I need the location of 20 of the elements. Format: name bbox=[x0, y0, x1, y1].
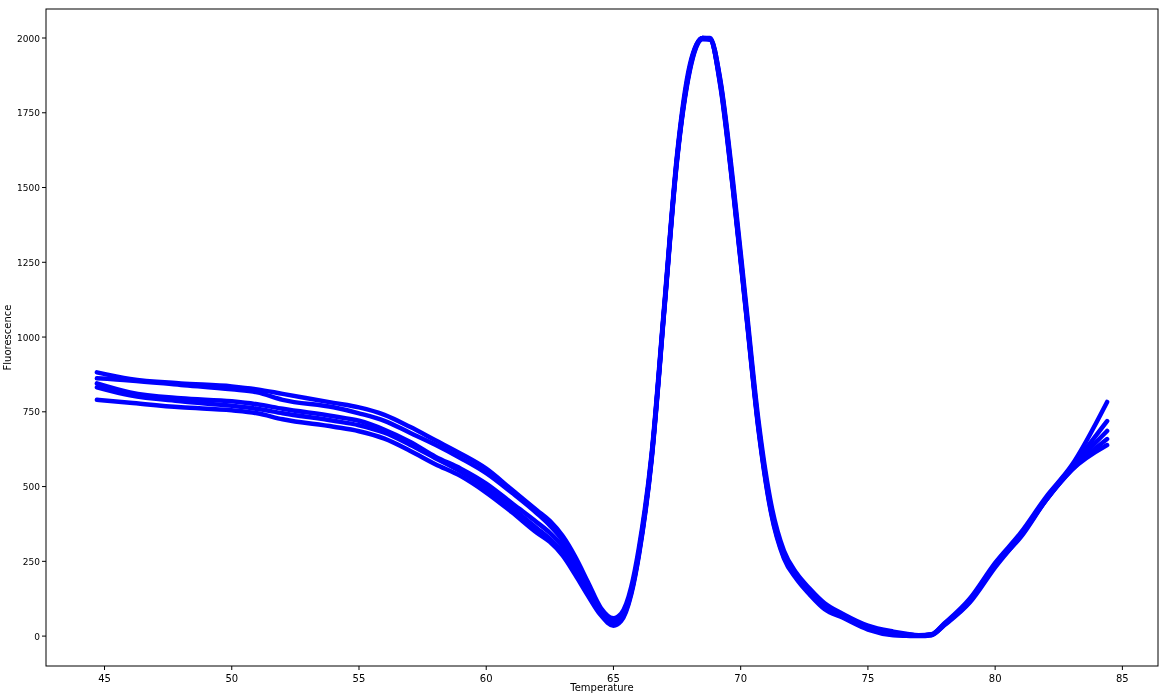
y-tick-label: 1500 bbox=[17, 183, 41, 194]
x-tick-label: 80 bbox=[988, 673, 1002, 684]
x-tick-label: 70 bbox=[734, 673, 748, 684]
y-tick-label: 0 bbox=[34, 631, 41, 642]
y-tick-label: 250 bbox=[22, 556, 41, 567]
x-tick-label: 65 bbox=[607, 673, 620, 684]
x-axis-title: Temperature bbox=[569, 682, 634, 693]
y-tick-label: 500 bbox=[22, 482, 41, 493]
y-tick-label: 1250 bbox=[17, 257, 41, 268]
y-axis-title: Fluorescence bbox=[2, 304, 13, 371]
x-tick-label: 75 bbox=[861, 673, 875, 684]
x-tick-label: 50 bbox=[225, 673, 239, 684]
y-tick-label: 2000 bbox=[17, 33, 41, 44]
x-tick-label: 55 bbox=[352, 673, 366, 684]
y-tick-label: 1000 bbox=[17, 332, 41, 343]
x-tick-label: 60 bbox=[479, 673, 493, 684]
y-tick-label: 1750 bbox=[17, 108, 41, 119]
x-tick-label: 45 bbox=[98, 673, 111, 684]
y-tick-label: 750 bbox=[22, 407, 41, 418]
x-tick-label: 85 bbox=[1116, 673, 1129, 684]
